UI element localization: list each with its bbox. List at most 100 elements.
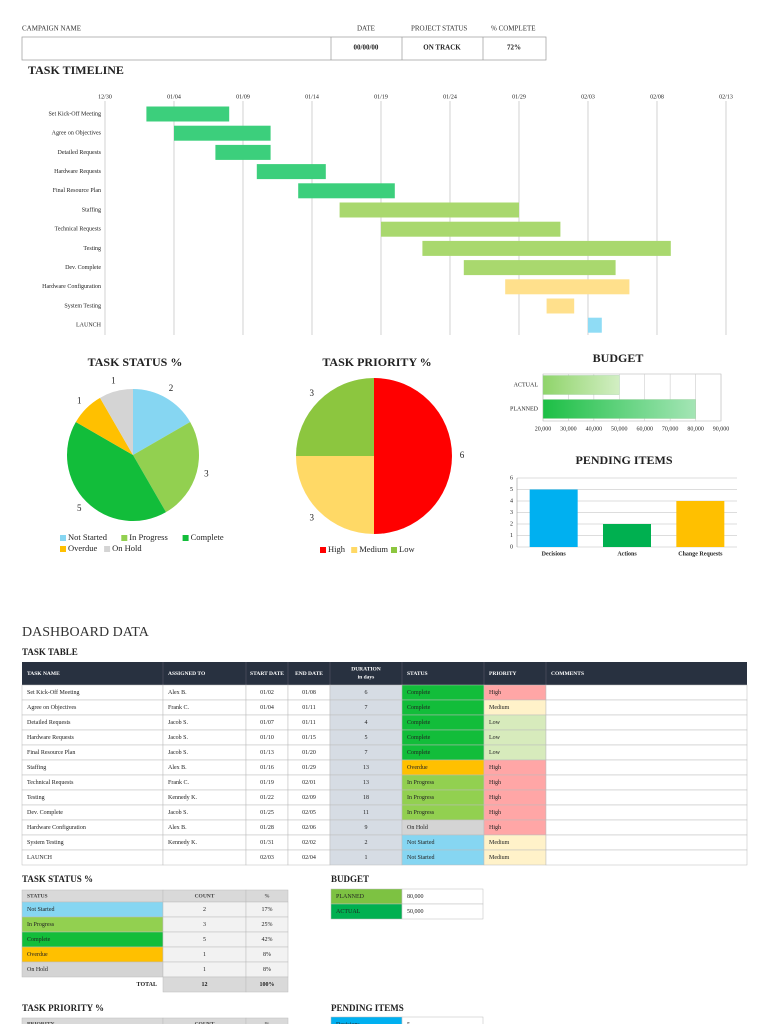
- legend-label: Not Started: [68, 532, 108, 542]
- table-text: 80,000: [407, 894, 424, 900]
- table-text: 01/02: [260, 690, 274, 696]
- x-tick-label: Decisions: [542, 551, 567, 557]
- task-label: Testing: [83, 246, 101, 252]
- gantt-bar: [339, 202, 519, 218]
- column-header: DURATION: [351, 666, 381, 672]
- x-tick-label: 50,000: [611, 426, 628, 432]
- table-text: Complete: [407, 690, 431, 696]
- x-tick-label: 70,000: [662, 426, 679, 432]
- table-text: Jacob S.: [168, 750, 188, 756]
- legend-swatch: [60, 546, 66, 552]
- chart-title: TASK TIMELINE: [28, 63, 124, 77]
- table-cell: [162, 1017, 247, 1024]
- table-cell: [545, 729, 748, 746]
- pie-slice: [296, 456, 374, 534]
- table-text: Complete: [27, 937, 51, 943]
- x-tick-label: 40,000: [586, 426, 603, 432]
- gantt-bar: [256, 164, 326, 180]
- table-text: 02/01: [302, 780, 316, 786]
- column-header: PRIORITY: [27, 1021, 55, 1024]
- table-text: 02/05: [302, 810, 316, 816]
- table-text: Jacob S.: [168, 720, 188, 726]
- task-label: Detailed Requests: [58, 150, 102, 156]
- bar: [676, 501, 725, 547]
- chart-title: TASK PRIORITY %: [322, 355, 431, 369]
- task-label: Staffing: [82, 206, 101, 213]
- table-cell: [545, 804, 748, 821]
- table-text: 13: [363, 780, 369, 786]
- x-tick-label: 60,000: [636, 426, 653, 432]
- table-text: 01/16: [260, 765, 274, 771]
- y-tick-label: 5: [510, 487, 513, 493]
- table-cell: [545, 684, 748, 701]
- table-text: High: [489, 825, 501, 831]
- pie-slice: [133, 422, 199, 513]
- column-header: STATUS: [27, 893, 48, 899]
- table-cell: [545, 759, 748, 776]
- data-label: 6: [460, 450, 465, 460]
- table-text: High: [489, 795, 501, 801]
- bar: [542, 375, 620, 395]
- table-text: Frank C.: [168, 780, 190, 786]
- table-text: 3: [203, 922, 206, 928]
- gantt-bar: [381, 221, 561, 237]
- table-cell: [401, 1016, 484, 1024]
- gantt-bar: [215, 144, 271, 160]
- table-text: 01/22: [260, 795, 274, 801]
- table-text: Alex B.: [168, 825, 187, 831]
- table-cell: [545, 714, 748, 731]
- y-tick-label: 3: [510, 510, 513, 516]
- column-header: START DATE: [250, 671, 284, 677]
- total-text: 100%: [260, 982, 275, 988]
- table-cell: [245, 1017, 289, 1024]
- table-cell: [545, 789, 748, 806]
- table-text: LAUNCH: [27, 855, 53, 861]
- table-text: 01/11: [302, 705, 315, 711]
- x-tick-label: 20,000: [535, 426, 552, 432]
- pie-slice: [296, 378, 374, 456]
- table-cell: [545, 774, 748, 791]
- pie-slice: [374, 378, 452, 534]
- table-text: System Testing: [27, 840, 64, 846]
- x-tick-label: 02/08: [650, 94, 664, 100]
- y-tick-label: 6: [510, 475, 513, 481]
- table-text: 01/11: [302, 720, 315, 726]
- data-label: 3: [310, 388, 315, 398]
- y-tick-label: 4: [510, 498, 513, 504]
- legend-swatch: [104, 546, 111, 552]
- task-label: Technical Requests: [55, 227, 102, 233]
- data-label: 3: [204, 469, 209, 479]
- table-text: Kennedy K.: [168, 840, 197, 846]
- table-text: 13: [363, 765, 369, 771]
- legend-swatch: [320, 547, 326, 553]
- table-text: 4: [365, 720, 368, 726]
- table-cell: [545, 699, 748, 716]
- table-text: 2: [365, 840, 368, 846]
- table-cell: [401, 903, 484, 920]
- y-tick-label: PLANNED: [510, 406, 539, 412]
- chart-title: PENDING ITEMS: [575, 453, 672, 467]
- table-text: 6: [365, 690, 368, 696]
- column-header: %: [264, 893, 270, 899]
- x-tick-label: 30,000: [560, 426, 577, 432]
- table-text: Staffing: [27, 764, 46, 771]
- gantt-bar: [546, 298, 575, 314]
- x-tick-label: 01/19: [374, 94, 388, 100]
- table-text: 02/04: [302, 855, 316, 861]
- task-label: Final Resource Plan: [53, 188, 101, 194]
- table-cell: [21, 1017, 164, 1024]
- table-header: [22, 662, 747, 685]
- data-label: 5: [77, 503, 82, 513]
- table-text: 11: [363, 810, 369, 816]
- legend-swatch: [60, 535, 66, 541]
- header-label: DATE: [357, 25, 375, 33]
- table-text: 01/25: [260, 810, 274, 816]
- x-tick-label: 02/13: [719, 94, 733, 100]
- bar: [603, 524, 651, 547]
- table-text: Low: [489, 750, 501, 756]
- table-text: Medium: [489, 840, 510, 846]
- column-header: PRIORITY: [489, 671, 517, 677]
- gantt-bar: [505, 279, 630, 295]
- table-text: On Hold: [407, 825, 428, 831]
